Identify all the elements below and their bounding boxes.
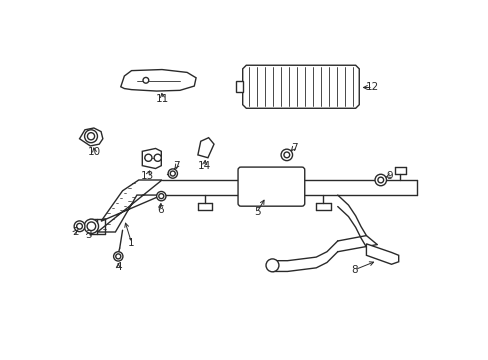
- Circle shape: [87, 133, 94, 140]
- Circle shape: [84, 130, 97, 143]
- Text: 8: 8: [351, 265, 358, 275]
- Circle shape: [284, 152, 289, 158]
- Circle shape: [87, 222, 96, 230]
- Circle shape: [154, 154, 161, 161]
- Circle shape: [377, 177, 383, 183]
- Text: 1: 1: [128, 238, 135, 248]
- Polygon shape: [198, 138, 214, 158]
- Text: 11: 11: [156, 94, 169, 104]
- Circle shape: [142, 77, 148, 83]
- Text: 2: 2: [72, 227, 79, 237]
- Circle shape: [113, 252, 122, 261]
- Circle shape: [159, 194, 163, 199]
- Polygon shape: [121, 69, 196, 91]
- Circle shape: [74, 221, 85, 231]
- Circle shape: [265, 259, 278, 272]
- Text: 6: 6: [157, 206, 163, 216]
- Circle shape: [116, 254, 121, 259]
- Text: 10: 10: [88, 147, 101, 157]
- Polygon shape: [366, 244, 398, 264]
- Circle shape: [281, 149, 292, 161]
- Circle shape: [156, 192, 165, 201]
- FancyBboxPatch shape: [238, 167, 304, 206]
- Polygon shape: [97, 180, 162, 232]
- Circle shape: [84, 219, 99, 233]
- Text: 9: 9: [386, 171, 392, 181]
- Text: 13: 13: [141, 171, 154, 181]
- Polygon shape: [242, 65, 359, 108]
- Text: 7: 7: [173, 161, 179, 171]
- Polygon shape: [80, 128, 102, 146]
- Text: 12: 12: [366, 82, 379, 93]
- Circle shape: [144, 154, 152, 161]
- Circle shape: [168, 169, 177, 178]
- Polygon shape: [142, 148, 161, 168]
- Polygon shape: [235, 81, 242, 92]
- Text: 5: 5: [253, 207, 260, 217]
- Text: 7: 7: [290, 143, 297, 153]
- Text: 14: 14: [197, 161, 210, 171]
- Text: 3: 3: [85, 230, 92, 239]
- Circle shape: [374, 174, 386, 186]
- Circle shape: [77, 224, 82, 229]
- Text: 4: 4: [115, 262, 122, 272]
- Circle shape: [170, 171, 175, 176]
